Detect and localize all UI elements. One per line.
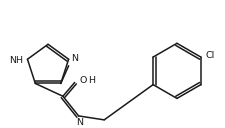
Text: N: N <box>76 118 83 127</box>
Text: O: O <box>79 76 87 85</box>
Text: N: N <box>71 54 78 63</box>
Text: H: H <box>88 76 95 85</box>
Text: NH: NH <box>9 56 23 65</box>
Text: Cl: Cl <box>205 51 214 60</box>
